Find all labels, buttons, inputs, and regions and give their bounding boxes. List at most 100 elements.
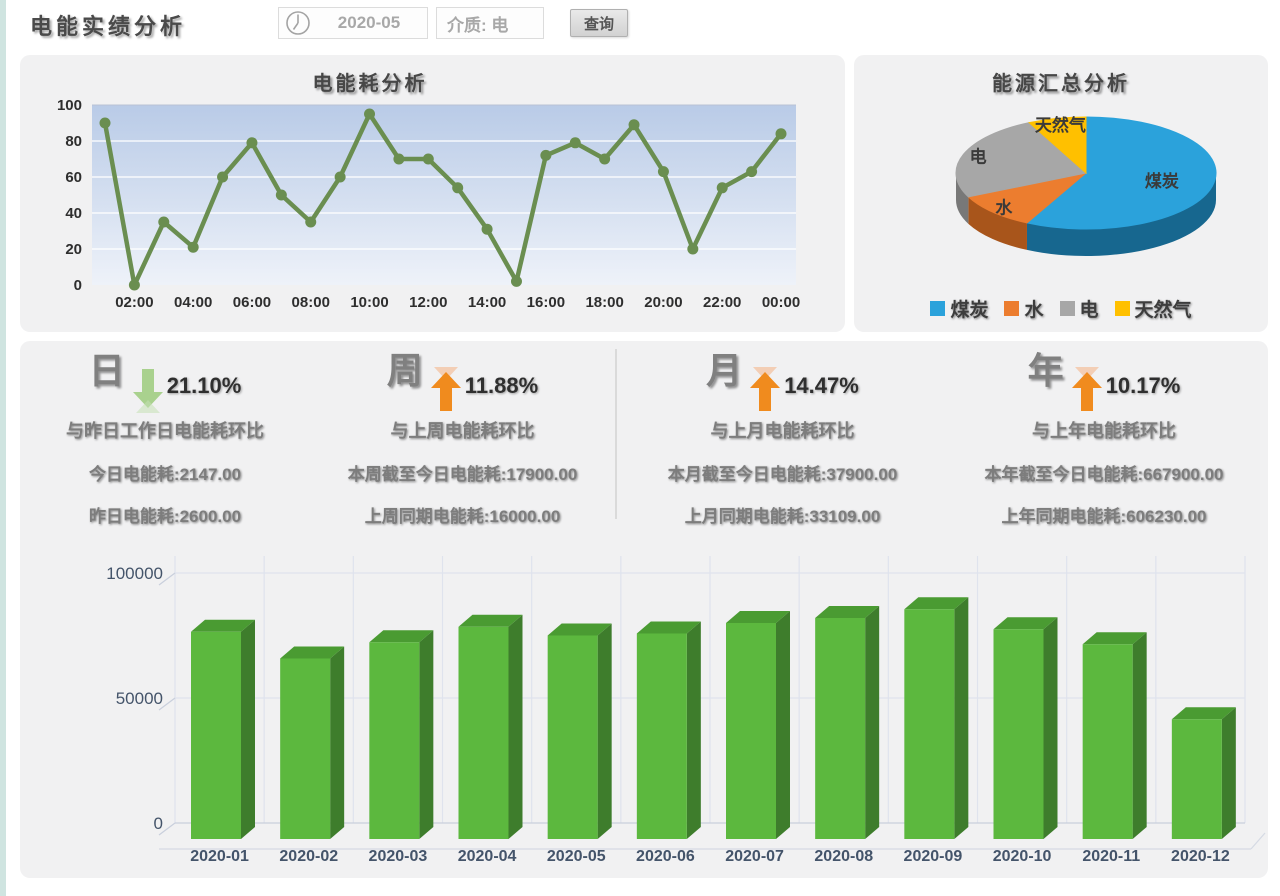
data-point xyxy=(275,189,287,201)
arrow-shape xyxy=(430,372,461,411)
bar xyxy=(726,623,776,839)
query-button[interactable]: 查询 xyxy=(570,9,628,37)
kpi-previous-value: 上月同期电能耗:33109.00 xyxy=(684,507,881,526)
legend-label: 水 xyxy=(1024,300,1044,321)
kpi-compare-label: 与昨日工作日电能耗环比 xyxy=(66,421,264,441)
kpi-previous-value: 昨日电能耗:2600.00 xyxy=(88,507,242,526)
bar xyxy=(191,631,241,839)
data-point xyxy=(657,166,669,178)
bar-side-face xyxy=(686,621,701,839)
bar xyxy=(636,633,687,839)
legend-swatch-icon xyxy=(1114,301,1130,316)
bar-top-face xyxy=(547,623,612,636)
x-axis-label: 2020-11 xyxy=(1082,848,1140,865)
pie-slice xyxy=(1025,116,1217,230)
data-point xyxy=(128,279,140,291)
kpi-card-year: 年 10.17% 与上年电能耗环比 本年截至今日电能耗:667900.00 上年… xyxy=(940,351,1268,527)
bar-side-face xyxy=(865,606,880,839)
x-axis-label: 2020-04 xyxy=(458,848,517,865)
kpi-period-label: 日 xyxy=(88,350,125,391)
bar-top-face xyxy=(726,611,790,623)
data-point xyxy=(246,137,258,149)
x-axis-label: 06:00 xyxy=(233,294,271,311)
kpi-current-value: 本年截至今日电能耗:667900.00 xyxy=(984,465,1224,484)
date-input[interactable]: 2020-05 xyxy=(278,7,428,39)
bar xyxy=(1171,719,1222,839)
bar-side-face xyxy=(241,619,255,839)
legend-label: 天然气 xyxy=(1134,300,1192,321)
data-point xyxy=(393,153,405,165)
x-axis-label: 16:00 xyxy=(527,294,565,311)
kpi-divider xyxy=(615,349,617,519)
pie-slice xyxy=(967,172,1087,224)
x-axis-label: 2020-10 xyxy=(993,848,1052,865)
x-axis-label: 04:00 xyxy=(174,294,212,311)
bar-top-face xyxy=(458,614,523,627)
down-arrow-icon xyxy=(132,369,163,413)
plot-area xyxy=(92,105,796,285)
x-axis-label: 20:00 xyxy=(644,294,682,311)
x-axis-label: 08:00 xyxy=(292,294,330,311)
legend-item[interactable]: 煤炭 xyxy=(930,295,988,322)
pie-slice-side xyxy=(968,196,1027,250)
medium-input[interactable]: 介质: 电 xyxy=(436,7,544,39)
kpi-period-label: 月 xyxy=(706,350,743,391)
x-axis-label: 2020-07 xyxy=(725,848,784,865)
y-axis-label: 100000 xyxy=(106,564,163,583)
data-point xyxy=(510,275,522,287)
energy-summary-panel: 能源汇总分析 煤炭水电天然气 煤炭水电天然气 xyxy=(854,55,1268,332)
kpi-compare-label: 与上月电能耗环比 xyxy=(710,421,855,441)
kpi-current-value: 本周截至今日电能耗:17900.00 xyxy=(347,465,578,484)
floor-edge-right xyxy=(1250,832,1266,850)
data-point xyxy=(305,216,317,228)
x-axis-label: 14:00 xyxy=(468,294,506,311)
y-axis-label: 20 xyxy=(65,241,82,258)
data-point xyxy=(599,153,611,165)
data-point xyxy=(187,241,199,253)
y-axis-label: 0 xyxy=(154,814,163,833)
data-point xyxy=(364,108,376,120)
kpi-percent: 11.88% xyxy=(464,373,539,398)
date-value: 2020-05 xyxy=(337,13,401,32)
pie-slice-label: 电 xyxy=(970,147,987,167)
legend-item[interactable]: 天然气 xyxy=(1114,295,1192,322)
bar-top-face xyxy=(636,621,701,634)
pie-slice-label: 水 xyxy=(995,197,1013,217)
bar xyxy=(993,629,1044,839)
legend-item[interactable]: 电 xyxy=(1059,295,1099,322)
pie-chart-title: 能源汇总分析 xyxy=(992,73,1130,95)
kpi-card-week: 周 11.88% 与上周电能耗环比 本周截至今日电能耗:17900.00 上周同… xyxy=(310,351,615,527)
data-point xyxy=(422,153,434,165)
kpi-compare-label: 与上年电能耗环比 xyxy=(1032,421,1176,441)
pie-slice-label: 天然气 xyxy=(1035,115,1086,135)
hourly-line-chart: 0 20 40 60 80 100 02:00 04:00 06:00 08:00 10:00 12:… xyxy=(57,97,800,311)
x-axis-label: 2020-03 xyxy=(369,848,428,865)
data-point xyxy=(569,137,581,149)
bar-top-face xyxy=(1082,632,1147,645)
pie-slice xyxy=(955,122,1088,198)
line-chart-title: 电能耗分析 xyxy=(312,73,428,95)
data-point xyxy=(746,166,758,178)
hourly-consumption-panel: 电能耗分析 0 20 40 60 80 100 02:00 04:00 06:00 08:00 10… xyxy=(20,55,845,332)
bar xyxy=(547,635,598,839)
legend-item[interactable]: 水 xyxy=(1004,295,1044,322)
up-arrow-icon xyxy=(430,367,461,411)
kpi-compare-label: 与上周电能耗环比 xyxy=(390,421,535,441)
pie-slice-side xyxy=(1026,173,1216,256)
bar-side-face xyxy=(776,611,790,839)
bar-side-face xyxy=(1221,707,1236,839)
arrow-shape xyxy=(132,369,163,408)
x-axis-label: 22:00 xyxy=(703,294,741,311)
axis-diagonal xyxy=(158,822,176,836)
axis-diagonal xyxy=(158,697,176,711)
bar xyxy=(369,642,420,839)
data-point xyxy=(628,119,640,131)
bar-top-face xyxy=(815,606,880,618)
kpi-period-label: 年 xyxy=(1027,350,1064,391)
trend-up-arrow-icon xyxy=(429,367,463,418)
x-axis-label: 2020-01 xyxy=(190,848,249,865)
data-point xyxy=(158,216,170,228)
legend-label: 煤炭 xyxy=(950,300,989,321)
bar-top-face xyxy=(993,617,1058,630)
data-point xyxy=(540,149,552,161)
